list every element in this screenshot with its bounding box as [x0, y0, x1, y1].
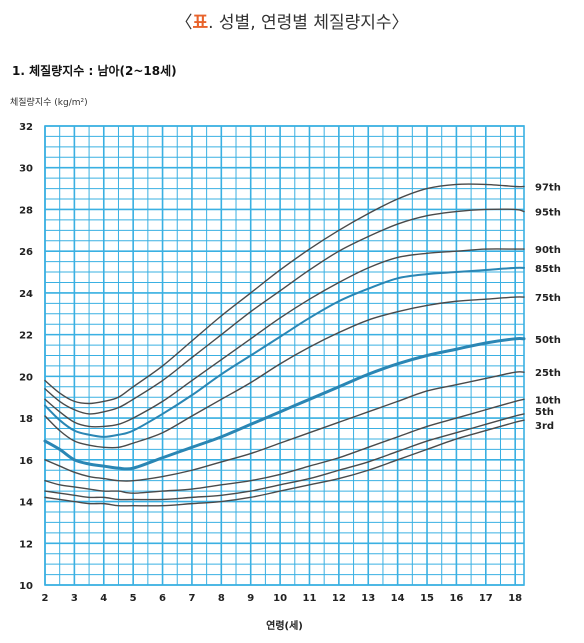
x-tick-label: 8	[218, 593, 225, 604]
y-tick-label: 26	[19, 247, 33, 258]
y-tick-label: 18	[19, 414, 33, 425]
plot-frame	[44, 125, 525, 586]
x-axis-label: 연령(세)	[266, 619, 303, 632]
y-tick-label: 12	[19, 539, 33, 550]
title-bracket-close: 〉	[391, 13, 409, 33]
page-title: 〈표. 성별, 연령별 체질량지수〉	[0, 8, 584, 33]
y-tick-label: 22	[19, 331, 33, 342]
series-label-97th: 97th	[535, 183, 561, 194]
series-line-3rd	[44, 419, 525, 507]
y-tick-label: 32	[19, 122, 33, 133]
title-accent: 표	[192, 13, 209, 33]
y-tick-label: 14	[19, 498, 33, 509]
series-line-5th	[44, 413, 525, 501]
y-axis-label: 체질량지수 (kg/m²)	[10, 98, 88, 108]
x-tick-label: 3	[71, 593, 78, 604]
series-line-90th	[44, 248, 525, 428]
series-label-5th: 5th	[535, 407, 554, 418]
series-line-25th	[44, 371, 525, 482]
x-tick-label: 13	[361, 593, 375, 604]
series-line-95th	[44, 208, 525, 415]
series-label-95th: 95th	[535, 208, 561, 219]
series-label-50th: 50th	[535, 335, 561, 346]
series-label-3rd: 3rd	[535, 421, 554, 432]
x-tick-label: 15	[420, 593, 434, 604]
x-tick-label: 12	[332, 593, 346, 604]
y-tick-label: 16	[19, 456, 33, 467]
x-tick-label: 14	[391, 593, 405, 604]
y-tick-label: 10	[19, 581, 33, 592]
x-tick-label: 18	[508, 593, 522, 604]
x-tick-label: 16	[449, 593, 463, 604]
x-tick-label: 7	[188, 593, 195, 604]
y-tick-label: 28	[19, 205, 33, 216]
title-text: . 성별, 연령별 체질량지수	[208, 13, 392, 33]
x-tick-label: 10	[273, 593, 287, 604]
x-tick-label: 17	[479, 593, 493, 604]
x-tick-label: 11	[303, 593, 317, 604]
series-label-90th: 90th	[535, 245, 561, 256]
section-title: 1. 체질량지수 : 남아(2~18세)	[12, 64, 177, 78]
x-tick-label: 5	[130, 593, 137, 604]
x-tick-label: 6	[159, 593, 166, 604]
series-line-85th	[44, 266, 525, 438]
series-label-75th: 75th	[535, 293, 561, 304]
series-line-50th	[43, 337, 526, 471]
x-tick-label: 4	[100, 593, 107, 604]
series-line-75th	[44, 296, 525, 449]
series-label-25th: 25th	[535, 368, 561, 379]
title-bracket-open: 〈	[175, 13, 193, 33]
y-tick-label: 20	[19, 372, 33, 383]
y-tick-label: 24	[19, 289, 33, 300]
series-label-10th: 10th	[535, 395, 561, 406]
y-tick-label: 30	[19, 164, 33, 175]
series-line-10th	[44, 398, 525, 494]
x-tick-label: 2	[42, 593, 49, 604]
series-label-85th: 85th	[535, 264, 561, 275]
x-tick-label: 9	[247, 593, 254, 604]
series-line-97th	[44, 183, 525, 405]
